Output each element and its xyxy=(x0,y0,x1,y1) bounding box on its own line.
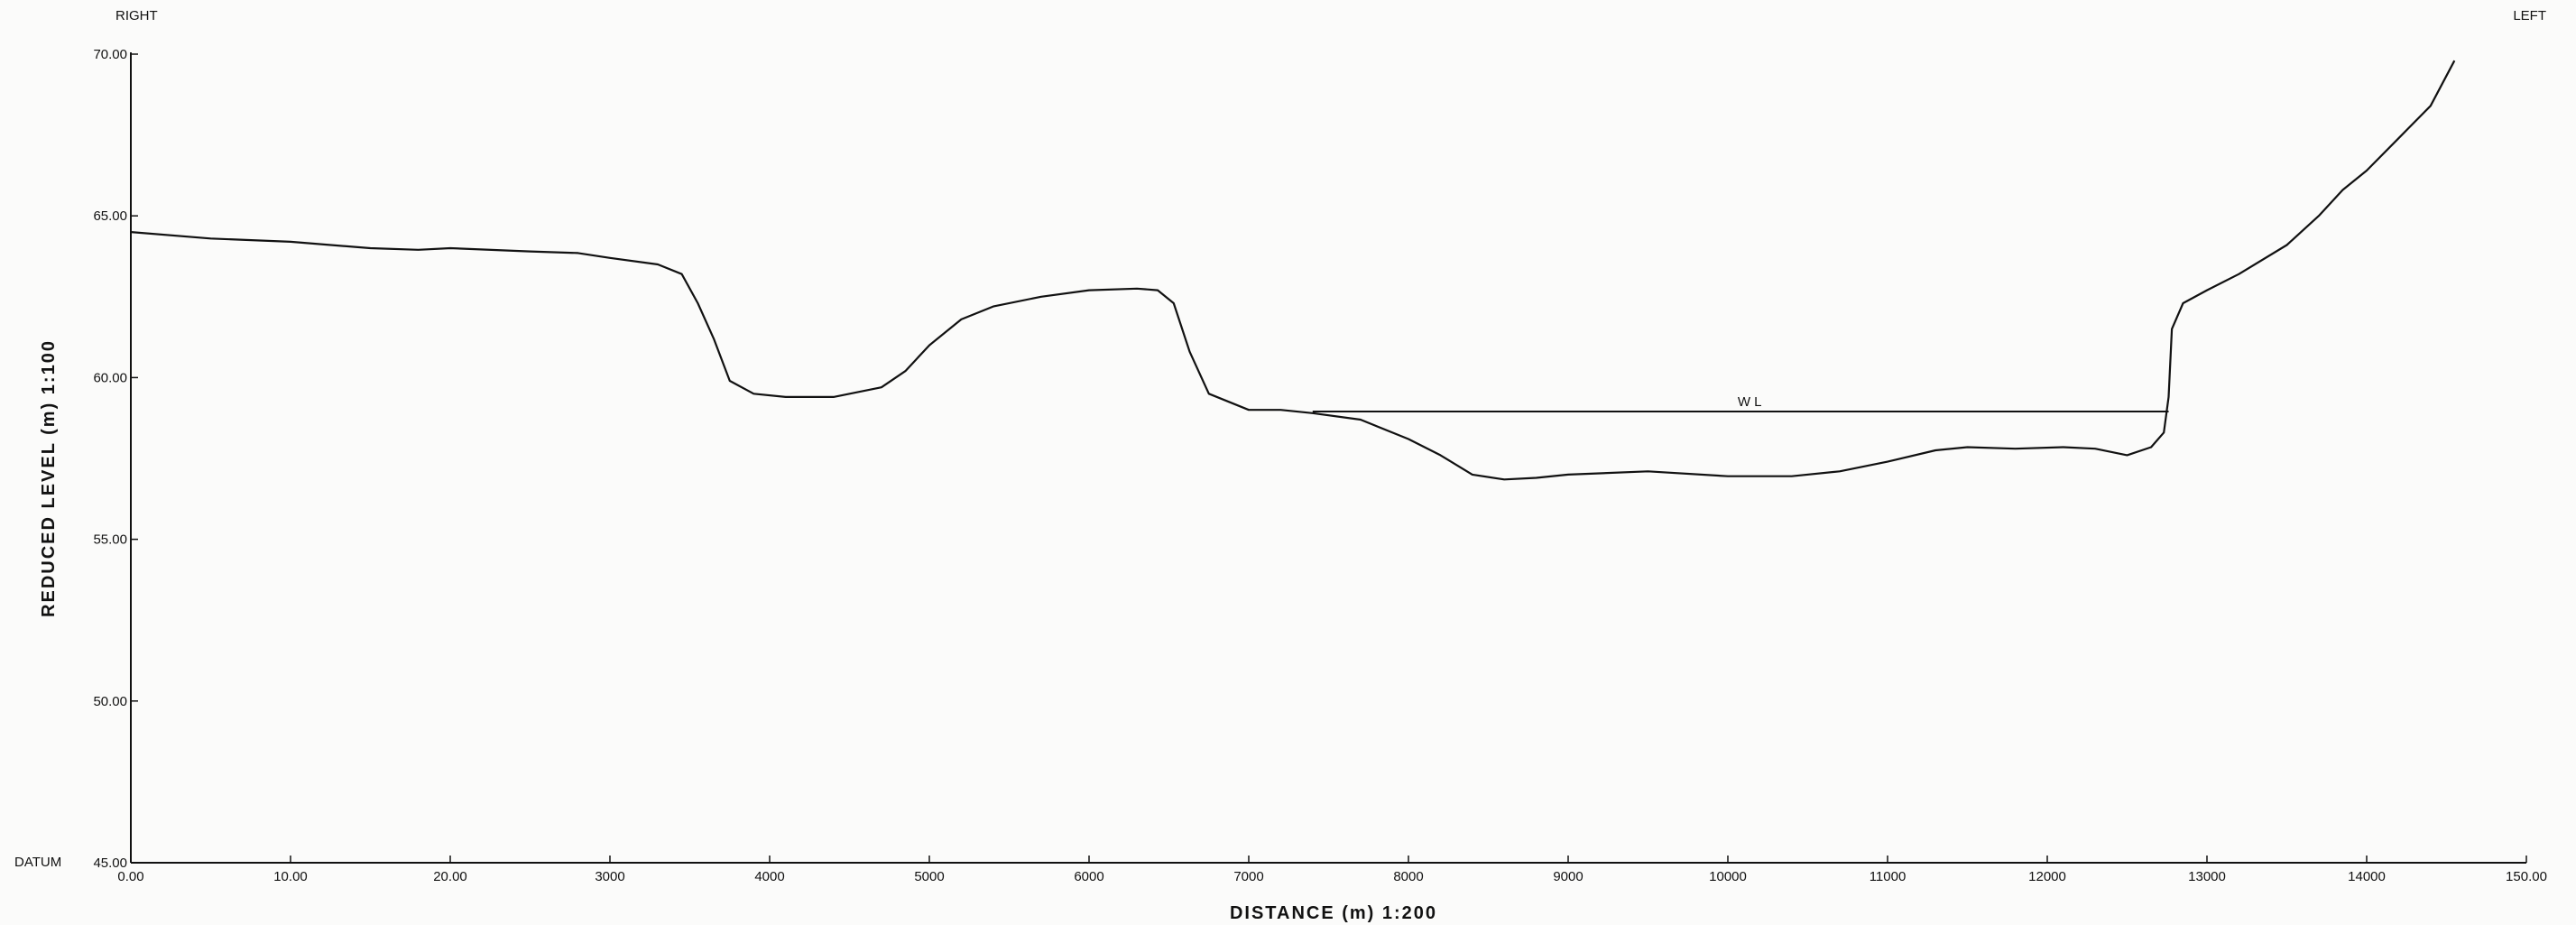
ground-profile-line xyxy=(130,60,2456,481)
y-tick-label: 70.00 xyxy=(93,47,127,62)
axes xyxy=(130,52,2526,864)
x-tick-label: 8000 xyxy=(1393,869,1423,884)
y-tick-label: 45.00 xyxy=(93,856,127,871)
water-level-label: W L xyxy=(1738,394,1762,410)
x-tick-label: 12000 xyxy=(2028,869,2066,884)
datum-label: DATUM xyxy=(14,855,61,870)
x-tick-label: 20.00 xyxy=(433,869,467,884)
y-tick-label: 65.00 xyxy=(93,208,127,224)
x-tick-label: 0.00 xyxy=(117,869,143,884)
x-tick-label: 9000 xyxy=(1553,869,1583,884)
y-tick-label: 50.00 xyxy=(93,694,127,709)
x-tick-label: 13000 xyxy=(2188,869,2226,884)
y-tick-label: 55.00 xyxy=(93,532,127,548)
x-tick-label: 150.00 xyxy=(2506,869,2547,884)
plot-marks: W L xyxy=(130,60,2456,481)
right-bank-label: RIGHT xyxy=(115,8,158,23)
x-tick-label: 11000 xyxy=(1870,869,1907,884)
x-tick-label: 4000 xyxy=(754,869,784,884)
x-axis-ticks: 0.00 10.00 20.00 3000 4000 5000 6000 7000 8000 90… xyxy=(117,856,2547,884)
y-axis-ticks: 45.00 50.00 55.00 60.00 65.00 70.00 xyxy=(93,47,138,871)
x-tick-label: 6000 xyxy=(1074,869,1103,884)
y-axis-label: REDUCED LEVEL (m) 1:100 xyxy=(39,339,59,617)
x-tick-label: 10000 xyxy=(1709,869,1747,884)
x-tick-label: 7000 xyxy=(1233,869,1263,884)
x-tick-label: 5000 xyxy=(914,869,944,884)
y-tick-label: 60.00 xyxy=(93,370,127,385)
x-axis-label: DISTANCE (m) 1:200 xyxy=(1230,903,1437,923)
x-tick-label: 3000 xyxy=(595,869,624,884)
left-bank-label: LEFT xyxy=(2513,8,2546,23)
x-tick-label: 14000 xyxy=(2348,869,2386,884)
x-tick-label: 10.00 xyxy=(273,869,308,884)
